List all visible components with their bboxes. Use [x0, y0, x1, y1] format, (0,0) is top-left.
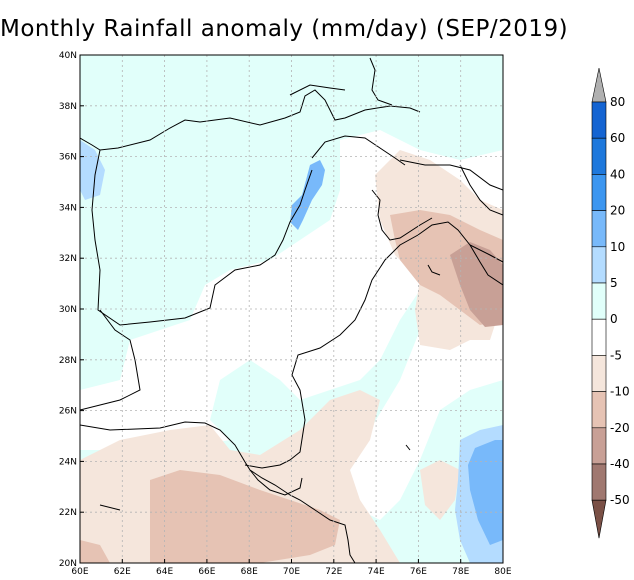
x-tick-label: 76E	[410, 567, 427, 577]
y-tick-label: 24N	[59, 457, 77, 467]
colorbar-label: -20	[610, 421, 630, 435]
colorbar-segment	[591, 174, 607, 211]
x-tick-label: 60E	[71, 567, 88, 577]
anomaly-region-negative-moderate-coast	[150, 470, 340, 563]
colorbar-segment	[591, 391, 607, 429]
colorbar-segment	[591, 463, 607, 501]
y-tick-label: 40N	[59, 51, 77, 61]
colorbar-segment	[591, 210, 607, 248]
colorbar: 80 60 40 20 10 5 0 -5 -10 -20 -40 -50	[591, 67, 630, 539]
y-tick-label: 38N	[59, 102, 77, 112]
colorbar-label: 20	[610, 204, 625, 218]
colorbar-segment	[591, 137, 607, 175]
anomaly-region-positive-blue	[290, 160, 325, 230]
colorbar-label: 10	[610, 240, 625, 254]
x-tick-label: 78E	[452, 567, 469, 577]
y-tick-label: 34N	[59, 203, 77, 213]
colorbar-label: 60	[610, 131, 625, 145]
x-tick-label: 80E	[494, 567, 511, 577]
colorbar-label: -5	[610, 348, 622, 362]
colorbar-segment	[591, 101, 607, 139]
anomaly-region-white-east	[350, 320, 503, 520]
colorbar-segment	[591, 282, 607, 320]
anomaly-region-negative-light-pocket	[420, 460, 460, 520]
colorbar-segment	[591, 355, 607, 392]
x-tick-label: 70E	[283, 567, 300, 577]
x-tick-label: 66E	[198, 567, 215, 577]
colorbar-overflow-arrow	[591, 67, 607, 103]
colorbar-segment	[591, 427, 607, 465]
x-tick-label: 64E	[156, 567, 173, 577]
y-tick-label: 30N	[59, 305, 77, 315]
y-tick-label: 22N	[59, 508, 77, 518]
y-tick-label: 26N	[59, 407, 77, 417]
colorbar-label: 0	[610, 312, 618, 326]
colorbar-segment	[591, 318, 607, 356]
colorbar-label: 5	[610, 276, 618, 290]
colorbar-segment	[591, 246, 607, 284]
x-axis-ticks: 60E 62E 64E 66E 68E 70E 72E 74E 76E 78E 80E	[71, 559, 512, 577]
x-tick-label: 72E	[325, 567, 342, 577]
map-title: Monthly Rainfall anomaly (mm/day) (SEP/2…	[0, 16, 569, 42]
y-axis-ticks: 20N 22N 24N 26N 28N 30N 32N 34N 36N 38N 40N	[59, 51, 84, 569]
x-tick-label: 68E	[241, 567, 258, 577]
x-tick-label: 62E	[114, 567, 131, 577]
y-tick-label: 36N	[59, 153, 77, 163]
anomaly-region-positive-west	[80, 140, 105, 200]
anomaly-region-negative-moderate-west	[80, 540, 110, 563]
y-tick-label: 28N	[59, 356, 77, 366]
colorbar-label: -40	[610, 457, 630, 471]
anomaly-region-negative-strong	[450, 242, 503, 327]
colorbar-underflow-arrow	[591, 499, 607, 539]
colorbar-label: -10	[610, 385, 630, 399]
colorbar-label: -50	[610, 493, 630, 507]
anomaly-region-positive-southeast-strong	[468, 440, 503, 545]
y-tick-label: 32N	[59, 254, 77, 264]
colorbar-label: 80	[610, 95, 625, 109]
y-tick-label: 20N	[59, 559, 77, 569]
x-tick-label: 74E	[368, 567, 385, 577]
gridlines	[80, 55, 503, 563]
colorbar-label: 40	[610, 167, 625, 181]
